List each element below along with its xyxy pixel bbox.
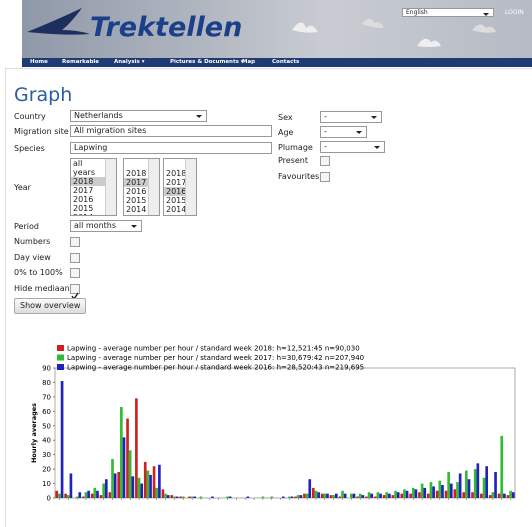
bird: [292, 22, 318, 33]
field-label: Species: [14, 144, 45, 153]
site-input[interactable]: All migration sites: [70, 125, 272, 137]
field-label: Favourites: [278, 172, 320, 181]
nav-item[interactable]: Map: [242, 59, 256, 65]
banner: Trektellen English LOGIN: [22, 0, 532, 58]
year-option[interactable]: 2018: [166, 169, 187, 178]
checkbox[interactable]: [70, 268, 80, 278]
year-option[interactable]: 2015: [166, 196, 187, 205]
year-option[interactable]: 2014: [71, 213, 106, 215]
bird: [362, 18, 384, 28]
logo: Trektellen: [90, 12, 243, 43]
year-listbox[interactable]: 2018 2017 2016 2015 2014: [163, 158, 197, 216]
field-label: Age: [278, 128, 294, 137]
checkbox[interactable]: [70, 237, 80, 247]
year-listbox[interactable]: all years20182017201620152014: [70, 158, 117, 216]
bird: [472, 24, 496, 33]
field-label: Numbers: [14, 237, 51, 246]
filter-select[interactable]: -: [320, 111, 382, 123]
field-label: Plumage: [278, 143, 313, 152]
year-option[interactable]: 2016: [126, 187, 147, 196]
login[interactable]: LOGIN: [505, 9, 524, 16]
language-select[interactable]: English: [402, 8, 494, 17]
field-label: Migration site: [14, 127, 69, 136]
filter-select[interactable]: -: [320, 126, 367, 138]
field-label: Year: [14, 183, 31, 192]
nav-bar: Home Remarkable Analysis ▾ Pictures & Docum…: [22, 58, 532, 67]
year-option[interactable]: 2018: [71, 177, 106, 186]
species-input[interactable]: Lapwing: [70, 142, 272, 154]
nav-item[interactable]: Remarkable: [62, 59, 100, 65]
period-select[interactable]: all months: [70, 220, 142, 232]
nav-item[interactable]: Contacts: [272, 59, 300, 65]
field-label: Present: [278, 156, 309, 165]
year-listbox[interactable]: 2018 2017 2016 2015 2014: [123, 158, 160, 216]
checkbox[interactable]: [70, 283, 80, 300]
year-option[interactable]: all years: [73, 159, 96, 177]
banner-art: [27, 8, 496, 47]
country-select[interactable]: Netherlands: [70, 110, 207, 122]
nav-item[interactable]: Home: [30, 59, 48, 65]
year-option[interactable]: 2017: [166, 178, 187, 187]
year-option[interactable]: 2014: [126, 205, 147, 214]
field-label: Period: [14, 222, 39, 231]
scrollbar[interactable]: [185, 159, 196, 215]
field-label: Country: [14, 112, 46, 121]
page-title: Graph: [14, 84, 73, 106]
year-option[interactable]: 2015: [73, 204, 94, 213]
year-option[interactable]: 2017: [73, 186, 94, 195]
year-option[interactable]: 2018: [126, 169, 147, 178]
field-label: Hide mediaan: [14, 283, 70, 293]
field-label: Day view: [14, 252, 51, 262]
checkbox[interactable]: [70, 252, 80, 263]
scrollbar[interactable]: [105, 159, 116, 215]
checkbox[interactable]: [320, 172, 330, 182]
show-overview-button[interactable]: Show overview: [14, 298, 87, 314]
nav-item[interactable]: Analysis ▾: [114, 59, 145, 65]
filter-select[interactable]: -: [320, 141, 385, 153]
bird: [417, 38, 441, 47]
logo-bird: [27, 8, 90, 35]
year-option[interactable]: 2016: [164, 187, 187, 196]
year-option[interactable]: 2015: [126, 196, 147, 205]
field-label: Sex: [278, 113, 293, 122]
year-option[interactable]: 2016: [73, 195, 94, 204]
field-label: 0% to 100%: [14, 268, 63, 277]
year-option[interactable]: 2014: [166, 205, 187, 214]
scrollbar[interactable]: [148, 159, 159, 215]
checkbox[interactable]: [320, 156, 330, 166]
nav-item[interactable]: Pictures & Documents ▾: [170, 59, 244, 65]
year-option[interactable]: 2017: [124, 178, 149, 187]
